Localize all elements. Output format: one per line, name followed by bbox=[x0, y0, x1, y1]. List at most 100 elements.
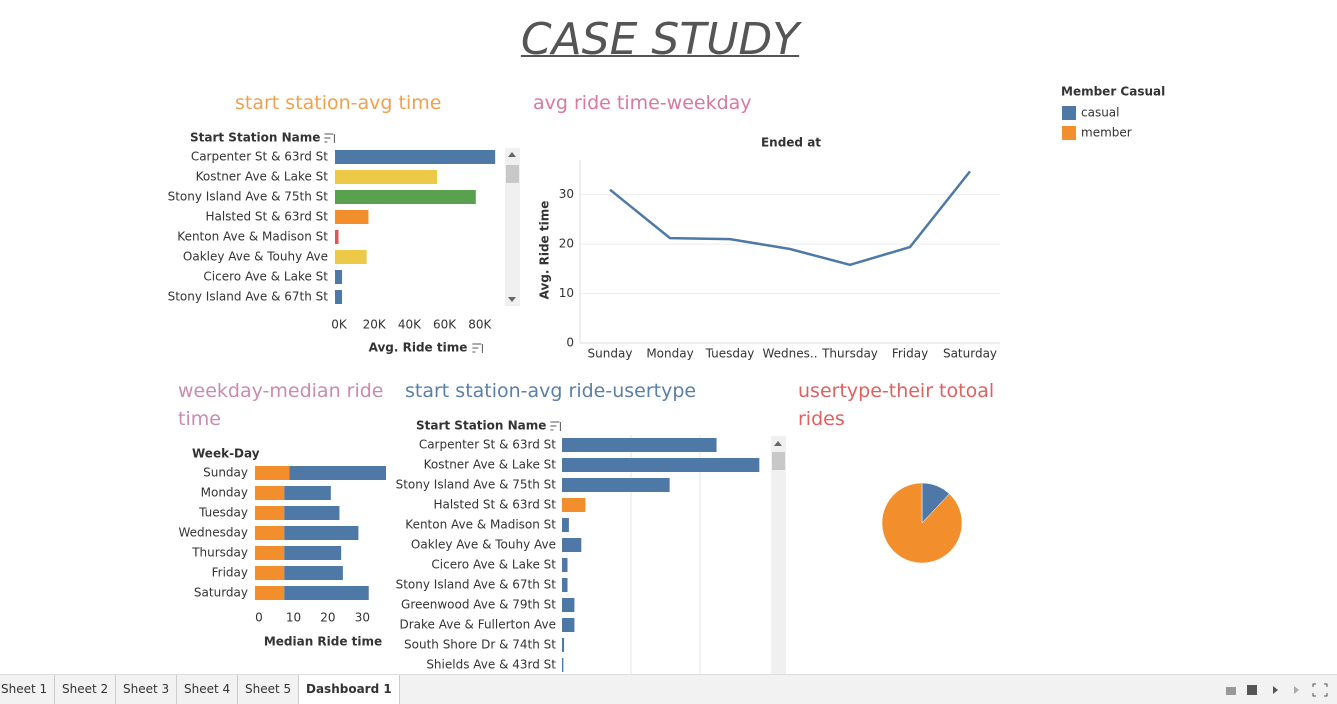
dashboard-title: CASE STUDY bbox=[0, 14, 1320, 65]
bar bbox=[562, 538, 582, 552]
scrollbar[interactable] bbox=[505, 148, 520, 306]
bar-segment bbox=[255, 526, 285, 540]
x-tick-label: 30 bbox=[355, 611, 370, 625]
y-tick-label: Monday bbox=[201, 486, 248, 500]
bar-segment bbox=[255, 586, 285, 600]
bar bbox=[562, 598, 575, 612]
bar-segment bbox=[255, 486, 285, 500]
bar bbox=[335, 210, 369, 224]
scroll-thumb[interactable] bbox=[772, 452, 785, 470]
bar-segment bbox=[255, 466, 290, 480]
bar bbox=[335, 190, 476, 204]
scrollbar[interactable] bbox=[771, 436, 786, 674]
y-tick-label: 0 bbox=[566, 336, 574, 350]
y-tick-label: Oakley Ave & Touhy Ave bbox=[411, 538, 556, 552]
y-tick-label: 10 bbox=[559, 286, 574, 300]
bar-segment bbox=[284, 546, 342, 560]
y-tick-label: Thursday bbox=[191, 546, 248, 560]
y-tick-label: Shields Ave & 43rd St bbox=[426, 658, 556, 672]
y-tick-label: Oakley Ave & Touhy Ave bbox=[183, 250, 328, 264]
bar bbox=[335, 250, 367, 264]
y-tick-label: Halsted St & 63rd St bbox=[433, 498, 556, 512]
bar-segment bbox=[284, 526, 359, 540]
x-tick-label: 20K bbox=[363, 318, 387, 332]
bar bbox=[562, 618, 575, 632]
bar bbox=[335, 170, 438, 184]
bar bbox=[562, 658, 564, 672]
scroll-thumb[interactable] bbox=[506, 165, 519, 183]
chart-title: usertype-their totoal rides bbox=[798, 380, 995, 430]
chart-header: Ended at bbox=[761, 136, 821, 150]
bar-segment bbox=[289, 466, 386, 480]
y-tick-label: 30 bbox=[559, 187, 574, 201]
icon[interactable] bbox=[1312, 683, 1328, 697]
y-tick-label: Kostner Ave & Lake St bbox=[424, 458, 557, 472]
x-tick-label: Tuesday bbox=[705, 347, 755, 361]
bar bbox=[562, 458, 760, 472]
bar bbox=[562, 478, 670, 492]
bar bbox=[562, 578, 568, 592]
bar-segment bbox=[284, 566, 343, 580]
sheet-tab[interactable]: Sheet 4 bbox=[177, 675, 239, 704]
icon[interactable] bbox=[1226, 687, 1236, 695]
y-axis-header: Start Station Name bbox=[190, 131, 320, 145]
x-tick-label: 10 bbox=[286, 611, 301, 625]
y-tick-label: Halsted St & 63rd St bbox=[205, 210, 328, 224]
x-tick-label: 20 bbox=[320, 611, 335, 625]
legend-label: member bbox=[1081, 126, 1132, 140]
sort-icon bbox=[550, 421, 561, 431]
bar-segment bbox=[284, 586, 369, 600]
y-tick-label: Stony Island Ave & 75th St bbox=[168, 190, 329, 204]
x-tick-label: 40K bbox=[398, 318, 422, 332]
chart-title: start station-avg ride-usertype bbox=[405, 380, 697, 402]
sheet-tab[interactable]: Sheet 1 bbox=[0, 675, 56, 704]
y-axis-title: Avg. Ride time bbox=[538, 201, 552, 300]
y-tick-label: Cicero Ave & Lake St bbox=[203, 270, 328, 284]
bar-segment bbox=[255, 506, 285, 520]
y-tick-label: Tuesday bbox=[198, 506, 248, 520]
icon[interactable] bbox=[1247, 685, 1257, 695]
sort-icon bbox=[472, 343, 483, 353]
sheet-tab[interactable]: Dashboard 1 bbox=[299, 675, 400, 704]
y-tick-label: South Shore Dr & 74th St bbox=[404, 638, 556, 652]
x-tick-label: Sunday bbox=[588, 347, 633, 361]
sheet-tab[interactable]: Sheet 5 bbox=[238, 675, 300, 704]
sheet-tab[interactable]: Sheet 2 bbox=[55, 675, 117, 704]
line bbox=[609, 170, 971, 267]
sort-icon bbox=[324, 133, 335, 143]
x-tick-label: Saturday bbox=[943, 347, 997, 361]
chart-title: weekday-median ride time bbox=[178, 380, 384, 430]
y-tick-label: Kostner Ave & Lake St bbox=[196, 170, 329, 184]
bar bbox=[562, 638, 565, 652]
bar bbox=[562, 498, 586, 512]
sheet-tab[interactable]: Sheet 3 bbox=[116, 675, 178, 704]
bar-segment bbox=[284, 506, 340, 520]
y-tick-label: Cicero Ave & Lake St bbox=[431, 558, 556, 572]
x-tick-label: 0K bbox=[331, 318, 348, 332]
y-tick-label: Friday bbox=[212, 566, 248, 580]
x-tick-label: 0 bbox=[255, 611, 263, 625]
x-tick-label: Monday bbox=[646, 347, 693, 361]
pie-slice bbox=[881, 482, 963, 564]
legend-title: Member Casual bbox=[1061, 85, 1165, 99]
y-tick-label: Sunday bbox=[203, 466, 248, 480]
legend-swatch bbox=[1062, 126, 1076, 140]
bar-segment bbox=[284, 486, 331, 500]
x-tick-label: 60K bbox=[433, 318, 457, 332]
nav-icons bbox=[1226, 683, 1328, 697]
scroll-arrows[interactable] bbox=[774, 441, 782, 446]
bar bbox=[335, 290, 343, 304]
title-text: CASE STUDY bbox=[520, 14, 800, 65]
bar bbox=[562, 438, 717, 452]
y-axis-header: Start Station Name bbox=[416, 419, 546, 433]
bar-segment bbox=[255, 566, 285, 580]
y-tick-label: Stony Island Ave & 67th St bbox=[168, 290, 329, 304]
y-tick-label: Greenwood Ave & 79th St bbox=[401, 598, 556, 612]
y-axis-header: Week-Day bbox=[192, 447, 260, 461]
icon[interactable] bbox=[1273, 686, 1278, 694]
y-tick-label: Wednesday bbox=[179, 526, 248, 540]
icon[interactable] bbox=[1294, 686, 1299, 694]
y-tick-label: 20 bbox=[559, 237, 574, 251]
